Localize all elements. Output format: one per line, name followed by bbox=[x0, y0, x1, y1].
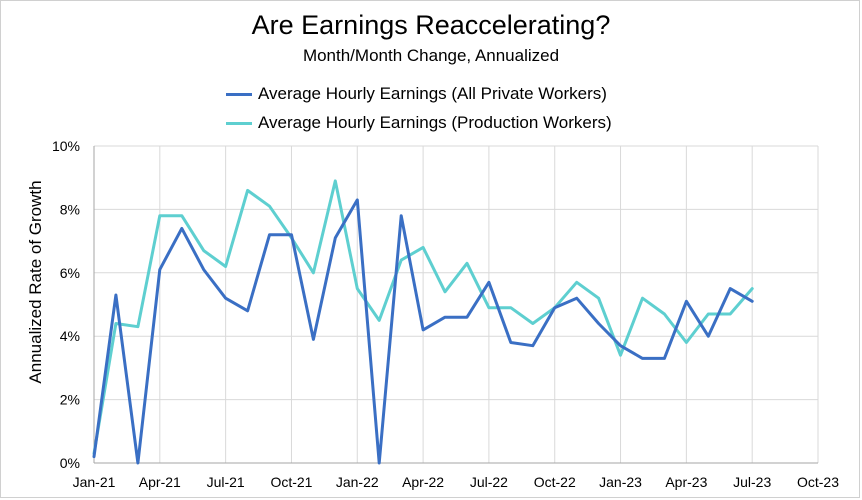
x-tick-label: Jul-23 bbox=[733, 474, 771, 490]
y-tick-label: 2% bbox=[60, 392, 80, 408]
legend-label-all-private: Average Hourly Earnings (All Private Wor… bbox=[258, 84, 607, 103]
x-tick-label: Jul-21 bbox=[207, 474, 245, 490]
x-tick-label: Jan-22 bbox=[336, 474, 379, 490]
x-tick-label: Apr-22 bbox=[402, 474, 444, 490]
x-tick-label: Jul-22 bbox=[470, 474, 508, 490]
legend-swatch-all-private bbox=[226, 92, 252, 96]
legend-swatch-production bbox=[226, 121, 252, 125]
x-tick-label: Jan-23 bbox=[599, 474, 642, 490]
x-tick-label: Oct-22 bbox=[534, 474, 576, 490]
x-tick-label: Jan-21 bbox=[73, 474, 116, 490]
legend-label-production: Average Hourly Earnings (Production Work… bbox=[258, 113, 612, 132]
series-line-all-private bbox=[92, 198, 754, 465]
chart-subtitle: Month/Month Change, Annualized bbox=[302, 46, 560, 65]
x-tick-label: Apr-23 bbox=[665, 474, 707, 490]
series-line-production bbox=[92, 179, 754, 455]
x-tick-label: Oct-21 bbox=[270, 474, 312, 490]
y-tick-label: 0% bbox=[60, 455, 80, 471]
chart-title: Are Earnings Reaccelerating? bbox=[251, 10, 611, 40]
y-tick-label: 10% bbox=[52, 138, 80, 154]
legend-entry-production: Average Hourly Earnings (Production Work… bbox=[226, 111, 612, 135]
y-tick-label: 6% bbox=[60, 265, 80, 281]
x-tick-label: Apr-21 bbox=[139, 474, 181, 490]
y-tick-label: 8% bbox=[60, 201, 80, 217]
y-tick-label: 4% bbox=[60, 328, 80, 344]
x-tick-label: Oct-23 bbox=[797, 474, 839, 490]
legend-entry-all-private: Average Hourly Earnings (All Private Wor… bbox=[226, 82, 607, 106]
